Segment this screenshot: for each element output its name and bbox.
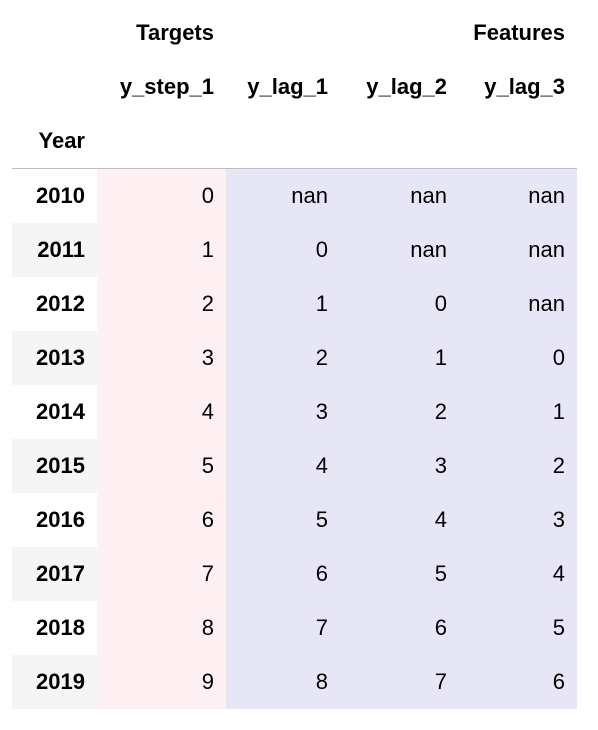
table-row: 2014 4 3 2 1 xyxy=(12,385,577,439)
table-row: 2016 6 5 4 3 xyxy=(12,493,577,547)
index-row-empty xyxy=(226,114,340,169)
table-body: 2010 0 nan nan nan 2011 1 0 nan nan 2012 2 1 0 nan 2013… xyxy=(12,168,577,709)
cell-y-lag-2: 2 xyxy=(340,385,459,439)
cell-y-step-1: 5 xyxy=(97,439,226,493)
cell-y-lag-1: 0 xyxy=(226,223,340,277)
table-row: 2019 9 8 7 6 xyxy=(12,655,577,709)
cell-y-lag-2: 0 xyxy=(340,277,459,331)
table-row: 2010 0 nan nan nan xyxy=(12,168,577,223)
column-header-row: y_step_1 y_lag_1 y_lag_2 y_lag_3 xyxy=(12,60,577,114)
index-name-year: Year xyxy=(12,114,97,169)
cell-y-step-1: 2 xyxy=(97,277,226,331)
cell-y-lag-1: 7 xyxy=(226,601,340,655)
dataframe-table-container: Targets Features y_step_1 y_lag_1 y_lag_… xyxy=(12,6,577,709)
column-header-y-lag-1: y_lag_1 xyxy=(247,74,328,99)
cell-y-lag-1: 6 xyxy=(226,547,340,601)
cell-y-step-1: 6 xyxy=(97,493,226,547)
cell-y-lag-2: 4 xyxy=(340,493,459,547)
cell-y-lag-3: 3 xyxy=(459,493,577,547)
row-index-year: 2016 xyxy=(12,493,97,547)
row-index-year: 2017 xyxy=(12,547,97,601)
cell-y-lag-3: 5 xyxy=(459,601,577,655)
cell-y-lag-2: 5 xyxy=(340,547,459,601)
table-row: 2013 3 2 1 0 xyxy=(12,331,577,385)
cell-y-lag-1: 1 xyxy=(226,277,340,331)
cell-y-lag-3: 6 xyxy=(459,655,577,709)
group-header-targets: Targets xyxy=(136,20,214,45)
cell-y-lag-1: 2 xyxy=(226,331,340,385)
table-header: Targets Features y_step_1 y_lag_1 y_lag_… xyxy=(12,6,577,169)
column-header-y-lag-2: y_lag_2 xyxy=(366,74,447,99)
cell-y-lag-2: 6 xyxy=(340,601,459,655)
cell-y-lag-1: 3 xyxy=(226,385,340,439)
cell-y-step-1: 9 xyxy=(97,655,226,709)
cell-y-lag-3: nan xyxy=(459,168,577,223)
row-index-year: 2010 xyxy=(12,168,97,223)
table-row: 2017 7 6 5 4 xyxy=(12,547,577,601)
index-row-empty xyxy=(97,114,226,169)
group-header-row: Targets Features xyxy=(12,6,577,60)
cell-y-step-1: 8 xyxy=(97,601,226,655)
index-row-empty xyxy=(340,114,459,169)
row-index-year: 2015 xyxy=(12,439,97,493)
table-row: 2018 8 7 6 5 xyxy=(12,601,577,655)
cell-y-lag-2: nan xyxy=(340,168,459,223)
row-index-year: 2012 xyxy=(12,277,97,331)
cell-y-lag-1: nan xyxy=(226,168,340,223)
cell-y-lag-3: 4 xyxy=(459,547,577,601)
table-row: 2012 2 1 0 nan xyxy=(12,277,577,331)
row-index-year: 2014 xyxy=(12,385,97,439)
row-index-year: 2018 xyxy=(12,601,97,655)
cell-y-lag-3: 2 xyxy=(459,439,577,493)
row-index-year: 2013 xyxy=(12,331,97,385)
table-row: 2015 5 4 3 2 xyxy=(12,439,577,493)
cell-y-lag-2: 1 xyxy=(340,331,459,385)
cell-y-step-1: 1 xyxy=(97,223,226,277)
cell-y-lag-2: 7 xyxy=(340,655,459,709)
group-header-empty xyxy=(12,6,97,60)
cell-y-step-1: 3 xyxy=(97,331,226,385)
group-header-empty xyxy=(226,6,340,60)
cell-y-step-1: 4 xyxy=(97,385,226,439)
column-header-empty xyxy=(12,60,97,114)
index-row-empty xyxy=(459,114,577,169)
cell-y-lag-3: nan xyxy=(459,223,577,277)
table-row: 2011 1 0 nan nan xyxy=(12,223,577,277)
cell-y-step-1: 0 xyxy=(97,168,226,223)
row-index-year: 2011 xyxy=(12,223,97,277)
cell-y-lag-1: 8 xyxy=(226,655,340,709)
row-index-year: 2019 xyxy=(12,655,97,709)
group-header-empty xyxy=(340,6,459,60)
cell-y-lag-2: nan xyxy=(340,223,459,277)
cell-y-lag-1: 4 xyxy=(226,439,340,493)
cell-y-step-1: 7 xyxy=(97,547,226,601)
group-header-features: Features xyxy=(473,20,565,45)
cell-y-lag-1: 5 xyxy=(226,493,340,547)
column-header-y-lag-3: y_lag_3 xyxy=(484,74,565,99)
cell-y-lag-3: 1 xyxy=(459,385,577,439)
column-header-y-step-1: y_step_1 xyxy=(119,74,214,99)
dataframe-table: Targets Features y_step_1 y_lag_1 y_lag_… xyxy=(12,6,577,709)
cell-y-lag-3: 0 xyxy=(459,331,577,385)
cell-y-lag-2: 3 xyxy=(340,439,459,493)
cell-y-lag-3: nan xyxy=(459,277,577,331)
index-name-row: Year xyxy=(12,114,577,169)
